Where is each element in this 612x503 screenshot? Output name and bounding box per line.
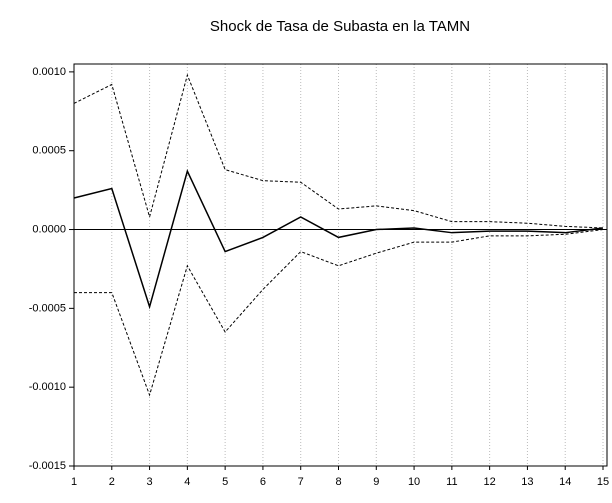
x-tick-label: 5 [222,476,228,488]
y-tick-label: 0.0000 [32,223,66,235]
x-tick-label: 8 [335,476,341,488]
x-tick-label: 3 [147,476,153,488]
x-tick-label: 11 [446,476,457,488]
x-tick-label: 2 [109,476,115,488]
x-tick-label: 7 [298,476,304,488]
x-tick-label: 4 [184,476,190,488]
x-tick-label: 10 [408,476,420,488]
x-tick-label: 1 [71,476,77,488]
x-tick-label: 6 [260,476,266,488]
plot-frame [73,63,608,467]
series-line [73,73,604,229]
x-tick-label: 13 [521,476,533,488]
x-tick-label: 12 [484,476,496,488]
y-tick-label: 0.0010 [32,66,66,78]
series-line [74,229,604,397]
x-tick-label: 15 [597,476,609,488]
y-tick-label: -0.0010 [29,381,66,393]
y-tick-label: -0.0005 [29,302,66,314]
y-tick-label: 0.0005 [32,145,66,157]
x-tick-label: 14 [559,476,571,488]
x-tick-label: 9 [373,476,379,488]
series-line [73,169,604,310]
y-tick-label: -0.0015 [29,460,66,472]
chart-title: Shock de Tasa de Subasta en la TAMN [210,18,470,35]
